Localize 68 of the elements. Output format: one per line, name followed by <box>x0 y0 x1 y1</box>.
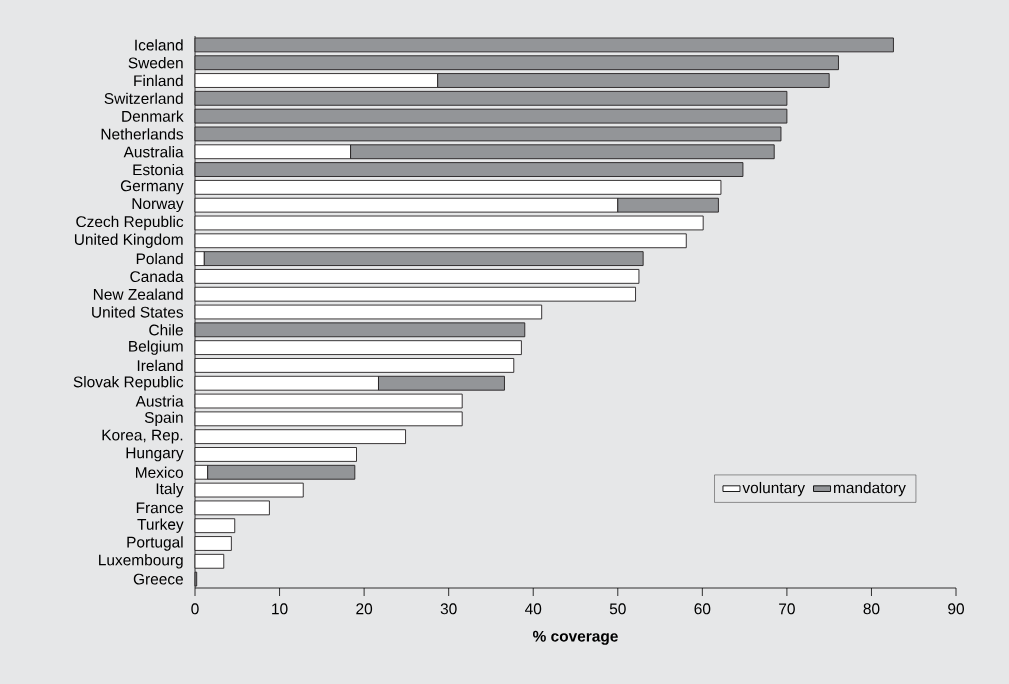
legend-label: mandatory <box>834 481 906 497</box>
y-tick-label: New Zealand <box>93 288 183 300</box>
bar <box>194 393 463 409</box>
y-tick-label: Australia <box>123 146 184 158</box>
y-tick-label: Slovak Republic <box>73 376 184 391</box>
bar <box>194 55 839 71</box>
y-tick-label: Netherlands <box>101 128 184 140</box>
bar <box>194 358 515 373</box>
bar <box>194 179 722 195</box>
x-tick-label: 30 <box>440 603 457 615</box>
bar <box>194 233 687 249</box>
x-tick-label: 20 <box>356 603 373 615</box>
y-tick-label: Norway <box>132 198 184 213</box>
bar <box>194 518 236 534</box>
bar <box>194 304 543 320</box>
y-tick-label: Portugal <box>127 536 183 551</box>
bar <box>194 429 406 445</box>
x-tick-label: 80 <box>863 603 880 615</box>
legend-label: voluntary <box>742 481 806 497</box>
bar <box>194 215 704 231</box>
y-tick-label: United Kingdom <box>74 233 183 248</box>
y-tick-label: Canada <box>130 270 184 283</box>
y-tick-label: Germany <box>120 180 184 195</box>
y-tick-label: Korea, Rep. <box>102 429 183 444</box>
y-tick-label: Sweden <box>128 57 183 69</box>
y-tick-label: Belgium <box>129 340 183 355</box>
y-tick-label: Italy <box>156 482 184 498</box>
bar <box>194 536 232 551</box>
x-tick-label: 50 <box>609 603 626 615</box>
y-tick-label: Estonia <box>133 163 184 176</box>
y-tick-label: Czech Republic <box>76 215 184 231</box>
x-tick-label: 90 <box>948 603 964 615</box>
y-tick-label: Greece <box>133 573 183 585</box>
x-tick-label: 60 <box>694 603 711 615</box>
x-axis-title: % coverage <box>532 630 618 645</box>
y-tick-label: Switzerland <box>104 92 183 104</box>
y-tick-label: Hungary <box>126 447 184 462</box>
bar <box>194 286 636 302</box>
y-tick-label: Finland <box>134 74 183 87</box>
bar <box>194 447 357 462</box>
x-tick-label: 40 <box>525 603 542 615</box>
y-tick-label: Luxembourg <box>99 554 183 569</box>
bar <box>194 411 463 427</box>
bar <box>194 108 788 124</box>
bar <box>194 482 304 498</box>
x-tick-label: 0 <box>191 603 199 615</box>
bar <box>194 340 522 356</box>
bar <box>194 500 270 516</box>
y-tick-label: Ireland <box>137 359 183 372</box>
bar <box>194 126 782 142</box>
bar <box>194 162 744 177</box>
bar <box>194 37 894 53</box>
y-tick-label: France <box>136 502 183 514</box>
y-tick-label: Poland <box>136 252 183 265</box>
y-tick-label: Austria <box>135 395 184 407</box>
y-tick-label: Mexico <box>136 466 183 478</box>
bar <box>194 269 640 284</box>
x-tick-label: 10 <box>272 603 288 615</box>
bar <box>194 90 788 106</box>
x-tick-label: 70 <box>779 603 795 615</box>
bar <box>194 553 225 569</box>
y-tick-label: Denmark <box>122 110 184 122</box>
bar <box>194 322 526 338</box>
y-tick-label: Iceland <box>135 39 183 51</box>
y-tick-label: Turkey <box>137 518 184 533</box>
y-tick-label: Chile <box>149 324 183 336</box>
y-tick-label: Spain <box>144 411 183 427</box>
y-tick-label: United States <box>92 306 184 318</box>
